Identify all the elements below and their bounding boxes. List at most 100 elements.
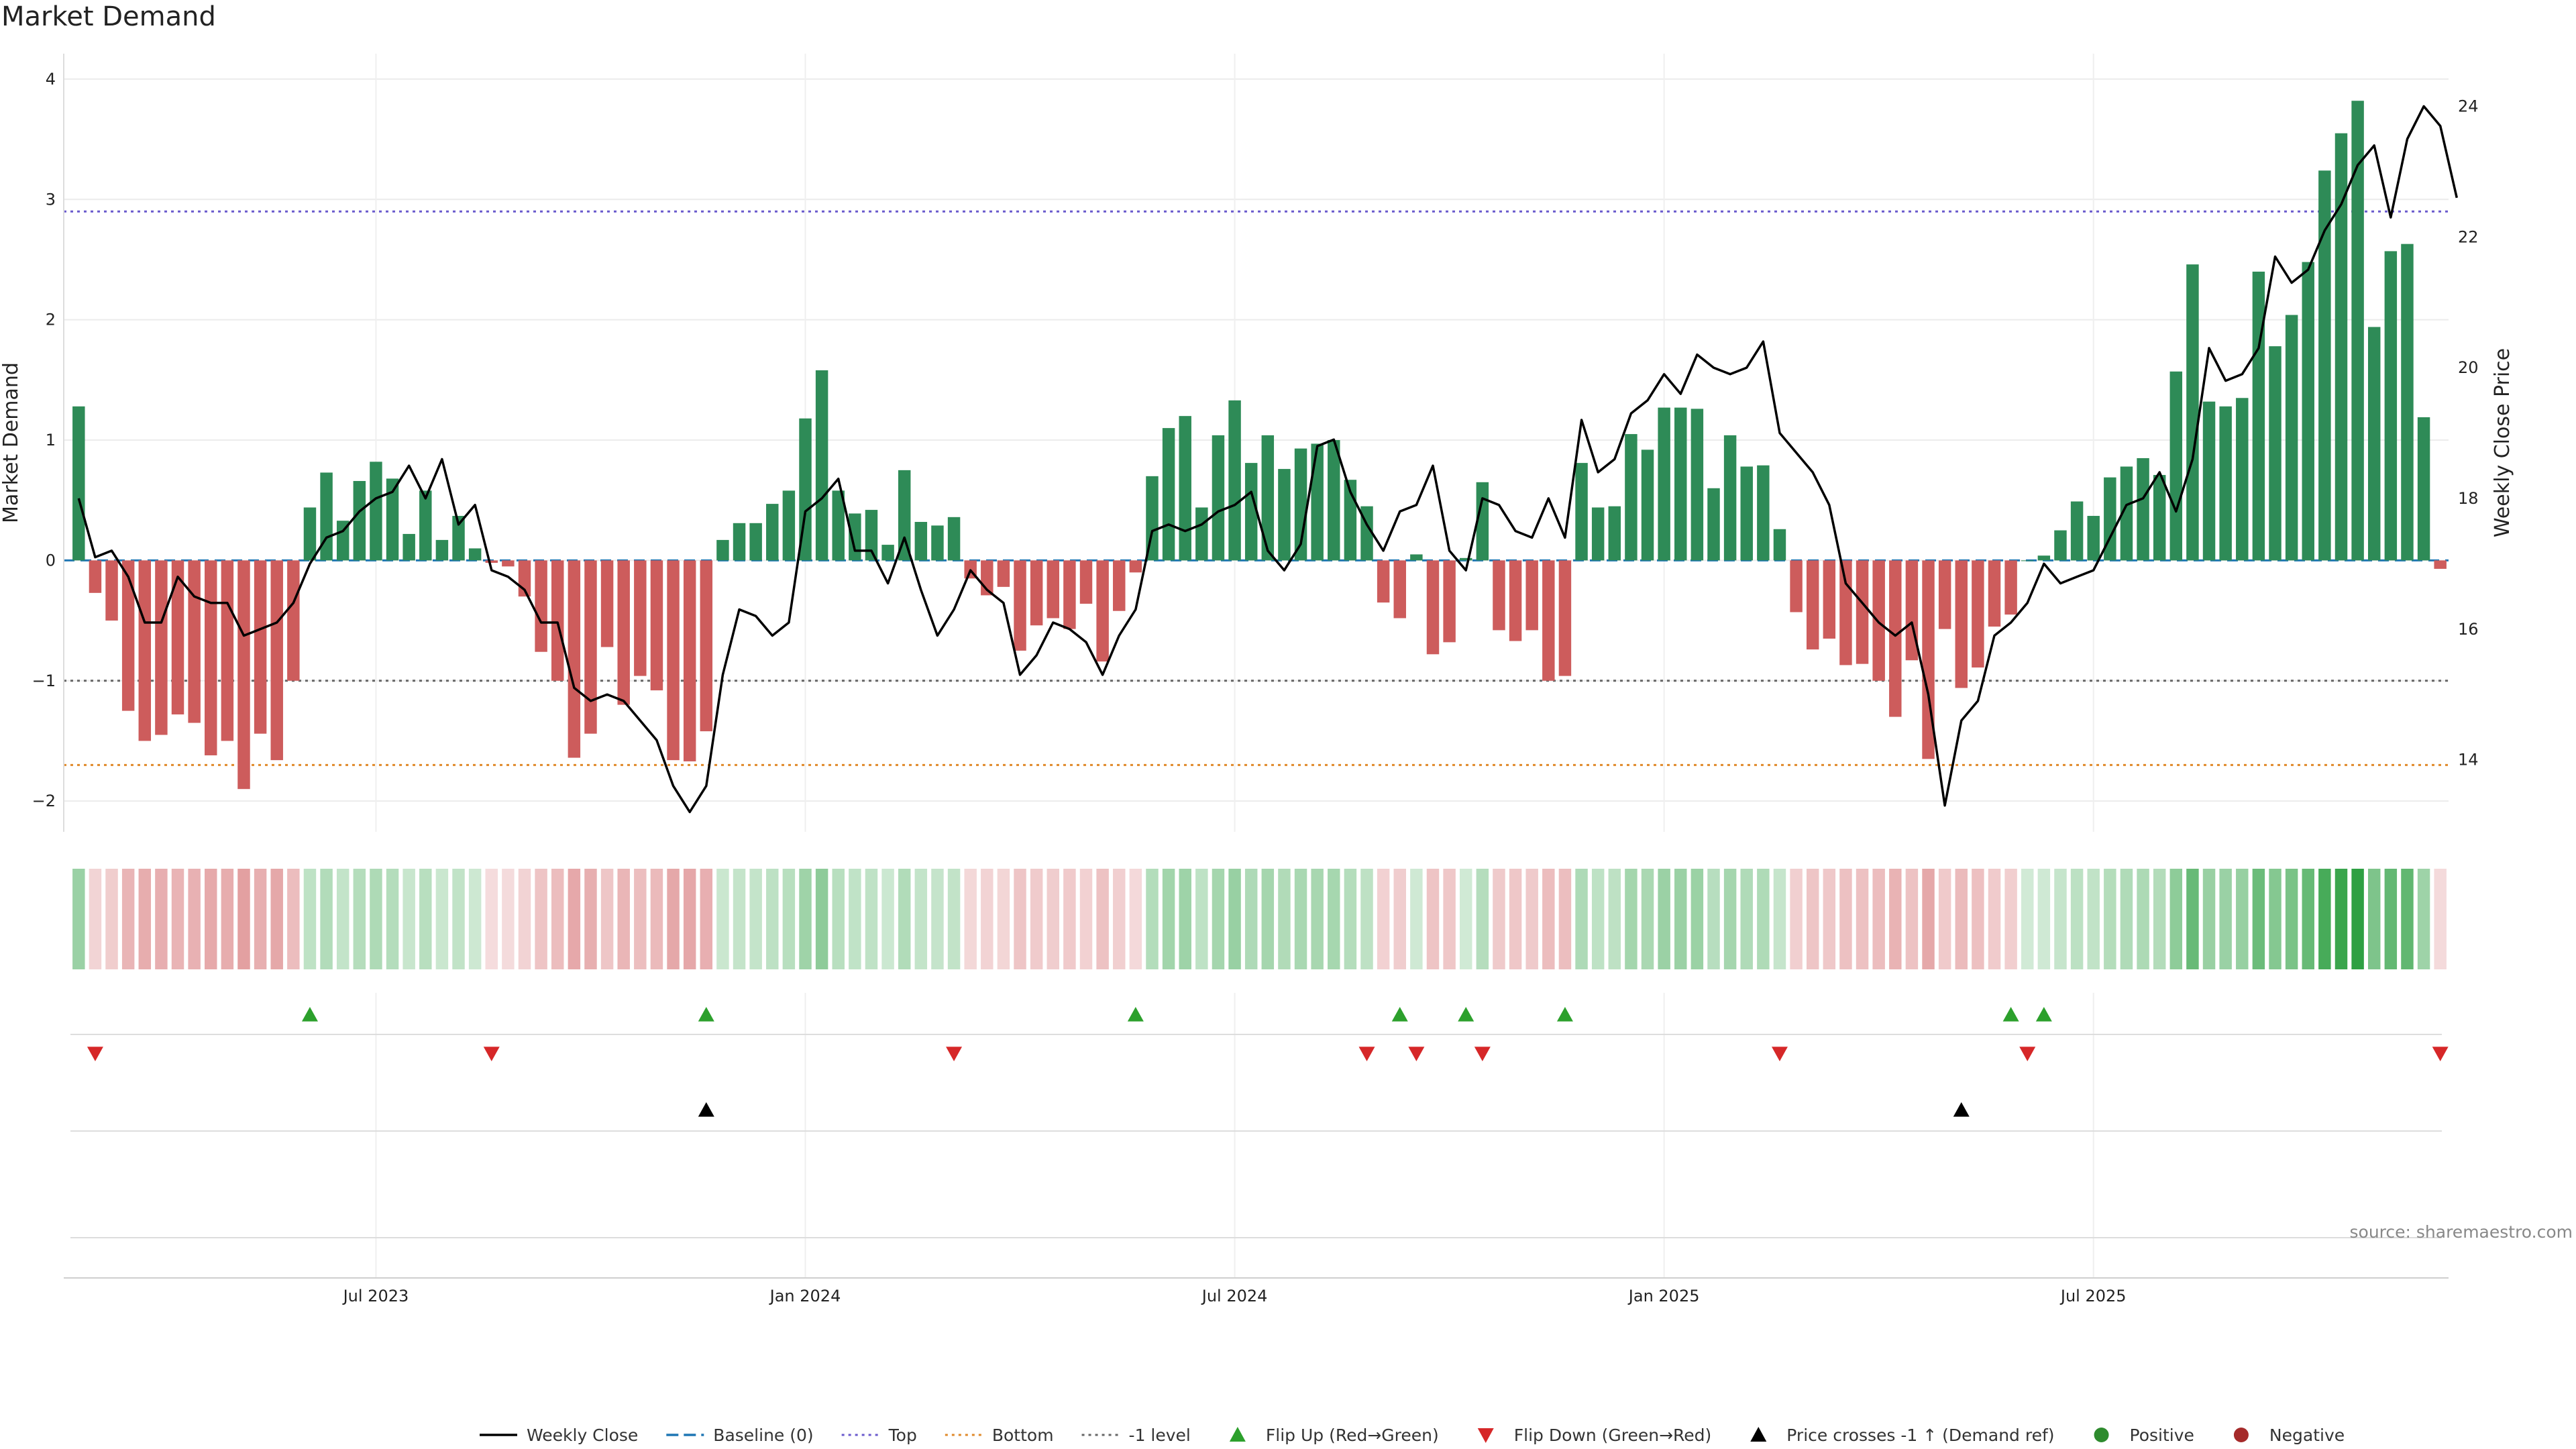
demand-bar [2054,530,2067,561]
heat-cell [2252,869,2265,969]
heat-cell [2434,869,2447,969]
demand-bar [551,560,564,681]
demand-bar [2021,560,2034,561]
demand-bar [2434,560,2447,569]
heat-cell [1212,869,1225,969]
demand-bar [947,517,961,561]
heat-cell [2351,869,2364,969]
demand-bar [2169,371,2183,561]
price-cross-marker [1953,1102,1970,1117]
heat-cell [667,869,680,969]
legend-label: Positive [2130,1426,2194,1445]
demand-bar [2236,398,2249,561]
heat-cell [1493,869,1505,969]
heat-cell [1641,869,1654,969]
source-label: source: sharemaestro.com [2350,1222,2573,1242]
y2-tick-label: 14 [2458,751,2479,769]
y2-tick-label: 20 [2458,358,2479,377]
flip-down-marker [946,1046,963,1061]
heat-cell [600,869,614,969]
y2-tick-label: 18 [2458,489,2479,508]
demand-bar [931,525,944,561]
heat-cell [1839,869,1852,969]
y-tick-label: 1 [46,431,56,449]
heat-cell [452,869,465,969]
demand-bar [1493,560,1505,631]
demand-bar [2401,244,2414,561]
heat-cell [1294,869,1307,969]
legend-item: Flip Up (Red→Green) [1229,1426,1439,1445]
heat-cell [1096,869,1109,969]
demand-bar [1113,560,1126,611]
heat-cell [2367,869,2381,969]
heat-cell [254,869,267,969]
heat-cell [683,869,696,969]
demand-bar [1063,560,1076,629]
grid-layer [64,54,2449,1278]
demand-bar [1723,435,1737,561]
y2-tick-label: 22 [2458,227,2479,246]
demand-bar [336,521,350,561]
flip-down-marker [1408,1046,1425,1061]
demand-bar [171,560,184,714]
heat-cell [997,869,1010,969]
demand-bar [2417,417,2430,561]
heat-cell [1014,869,1026,969]
heat-cell [1740,869,1753,969]
demand-bar [287,560,300,681]
heat-cell [1377,869,1390,969]
demand-bar [2120,466,2133,561]
flip-up-marker [2002,1007,2019,1022]
heat-cell [898,869,911,969]
demand-bar [237,560,250,790]
heat-cell [121,869,135,969]
heat-cell [2104,869,2116,969]
legend-label: -1 level [1129,1426,1191,1445]
demand-bar [700,560,713,732]
heat-cell [1558,869,1572,969]
demand-bar [2153,475,2166,561]
heat-cell [2037,869,2051,969]
heat-cell [1410,869,1423,969]
demand-bar [1459,557,1472,561]
chart-title: Market Demand [1,1,216,32]
heat-cell [1261,869,1275,969]
heat-cell [336,869,350,969]
heat-cell [1674,869,1687,969]
heat-cell [2202,869,2216,969]
legend-label: Flip Down (Green→Red) [1514,1426,1712,1445]
legend-label: Flip Up (Red→Green) [1266,1426,1439,1445]
legend-label: Negative [2269,1426,2345,1445]
marker-rows [70,1007,2449,1238]
heat-cell [1328,869,1340,969]
demand-bar [634,560,647,676]
demand-bar [1558,560,1572,676]
demand-bar [205,560,217,755]
demand-bar [1179,416,1191,561]
heat-cell [1311,869,1324,969]
heat-cell [1344,869,1357,969]
legend-label: Baseline (0) [713,1426,813,1445]
heat-cell [1046,869,1060,969]
heat-cell [1872,869,1885,969]
demand-bar [1674,407,1687,561]
y-tick-label: 2 [46,311,56,329]
demand-bar [1509,560,1522,641]
demand-bar [2318,170,2331,561]
heat-cell [2302,869,2314,969]
heat-cell [221,869,234,969]
demand-bar [881,545,894,561]
demand-bar [749,523,762,561]
legend-swatch-flip-up [1229,1427,1246,1442]
demand-bar [2334,133,2348,561]
heat-cell [1773,869,1786,969]
legend-item: Weekly Close [480,1426,638,1445]
heat-cell [733,869,746,969]
heat-cell [1459,869,1472,969]
demand-bar [2137,458,2149,561]
demand-bar [1328,440,1340,561]
heat-cell [1972,869,1984,969]
heat-cell [2318,869,2331,969]
heat-cell [1889,869,1902,969]
heat-cell [799,869,812,969]
